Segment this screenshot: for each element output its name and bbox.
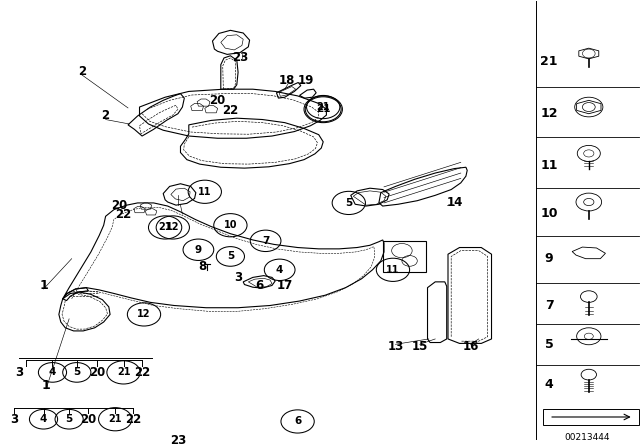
Text: 23: 23 xyxy=(232,52,248,65)
Text: 20: 20 xyxy=(89,366,106,379)
Text: 12: 12 xyxy=(540,107,558,120)
Text: 21: 21 xyxy=(116,367,131,377)
Text: 20: 20 xyxy=(80,413,97,426)
Text: 22: 22 xyxy=(134,366,150,379)
Text: 8: 8 xyxy=(198,260,206,273)
Text: 1: 1 xyxy=(39,279,48,292)
Text: 5: 5 xyxy=(345,198,353,208)
Text: 6: 6 xyxy=(255,279,263,292)
Text: 4: 4 xyxy=(545,378,554,391)
Text: 5: 5 xyxy=(545,338,554,351)
Text: 4: 4 xyxy=(40,414,47,424)
Text: 9: 9 xyxy=(195,245,202,255)
Text: 4: 4 xyxy=(276,265,284,275)
Text: 7: 7 xyxy=(545,298,554,311)
Text: 2: 2 xyxy=(78,65,86,78)
Text: 21: 21 xyxy=(316,104,330,114)
Text: 3: 3 xyxy=(10,413,18,426)
Text: 00213444: 00213444 xyxy=(564,434,611,443)
Text: 3: 3 xyxy=(234,271,242,284)
Text: 10: 10 xyxy=(540,207,558,220)
Text: 11: 11 xyxy=(386,265,400,275)
Text: 12: 12 xyxy=(166,223,180,233)
Text: 6: 6 xyxy=(294,417,301,426)
Text: 22: 22 xyxy=(115,208,131,221)
Text: 21: 21 xyxy=(158,223,172,233)
Text: 5: 5 xyxy=(227,251,234,262)
Text: 13: 13 xyxy=(387,340,404,353)
Text: 3: 3 xyxy=(15,366,23,379)
Text: 5: 5 xyxy=(73,367,81,377)
Text: 5: 5 xyxy=(65,414,73,424)
Text: 9: 9 xyxy=(545,252,554,265)
Text: 20: 20 xyxy=(209,94,226,107)
Text: 14: 14 xyxy=(446,196,463,209)
Text: 19: 19 xyxy=(298,74,314,87)
Text: 12: 12 xyxy=(137,310,151,319)
Text: 22: 22 xyxy=(125,413,141,426)
Text: 21: 21 xyxy=(316,102,330,112)
Text: 18: 18 xyxy=(278,74,295,87)
Text: 2: 2 xyxy=(102,109,109,122)
Text: 1: 1 xyxy=(42,379,51,392)
Text: 10: 10 xyxy=(223,220,237,230)
Text: 20: 20 xyxy=(111,198,127,211)
Text: 22: 22 xyxy=(222,104,239,117)
Text: 7: 7 xyxy=(262,236,269,246)
Text: 17: 17 xyxy=(276,279,293,292)
Text: 11: 11 xyxy=(198,187,212,197)
Text: 15: 15 xyxy=(412,340,428,353)
Text: 11: 11 xyxy=(540,159,558,172)
Text: 21: 21 xyxy=(540,55,558,68)
Text: 16: 16 xyxy=(462,340,479,353)
Text: 21: 21 xyxy=(108,414,122,424)
Text: 23: 23 xyxy=(170,434,186,447)
Text: 4: 4 xyxy=(49,367,56,377)
